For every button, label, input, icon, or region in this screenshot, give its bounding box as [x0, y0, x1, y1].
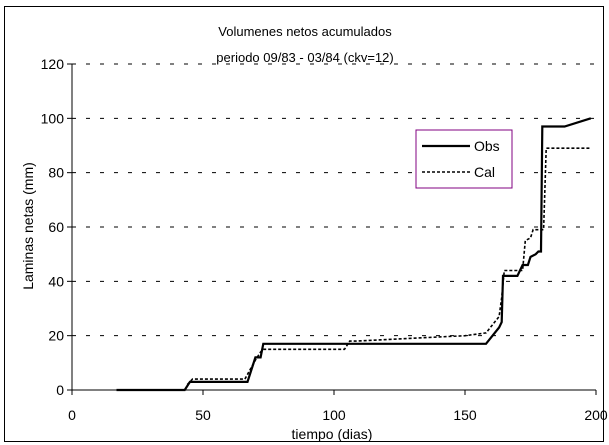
- series-line-obs: [116, 117, 592, 392]
- legend-label-obs: Obs: [474, 138, 500, 154]
- y-tick-label: 120: [41, 56, 65, 72]
- x-tick-label: 150: [453, 407, 477, 423]
- y-tick-label: 60: [48, 219, 64, 235]
- y-tick-label: 20: [48, 328, 64, 344]
- legend: Obs Cal: [415, 129, 513, 189]
- y-axis-label: Laminas netas (mm): [20, 162, 36, 290]
- x-tick-label: 50: [195, 407, 211, 423]
- x-axis-label: tiempo (dias): [292, 426, 373, 442]
- chart-frame: [4, 6, 604, 442]
- x-tick-label: 100: [322, 407, 346, 423]
- chart-title: Volumenes netos acumulados: [218, 24, 392, 39]
- y-tick-label: 0: [56, 382, 64, 398]
- gridlines: [72, 63, 596, 337]
- series-lines: [116, 117, 592, 392]
- x-tick-label: 200: [584, 407, 608, 423]
- legend-label-cal: Cal: [474, 164, 495, 180]
- x-tick-label: 0: [68, 407, 76, 423]
- y-tick-label: 100: [41, 110, 65, 126]
- series-line-cal: [186, 147, 591, 386]
- x-axis-ticks: 0 50 100 150 200: [68, 390, 608, 423]
- chart-subtitle: periodo 09/83 - 03/84 (ckv=12): [216, 50, 393, 65]
- y-axis-ticks: 0 20 40 60 80 100 120: [41, 56, 72, 398]
- legend-box: [415, 129, 513, 189]
- axes: [71, 64, 596, 391]
- y-tick-label: 40: [48, 273, 64, 289]
- y-tick-label: 80: [48, 165, 64, 181]
